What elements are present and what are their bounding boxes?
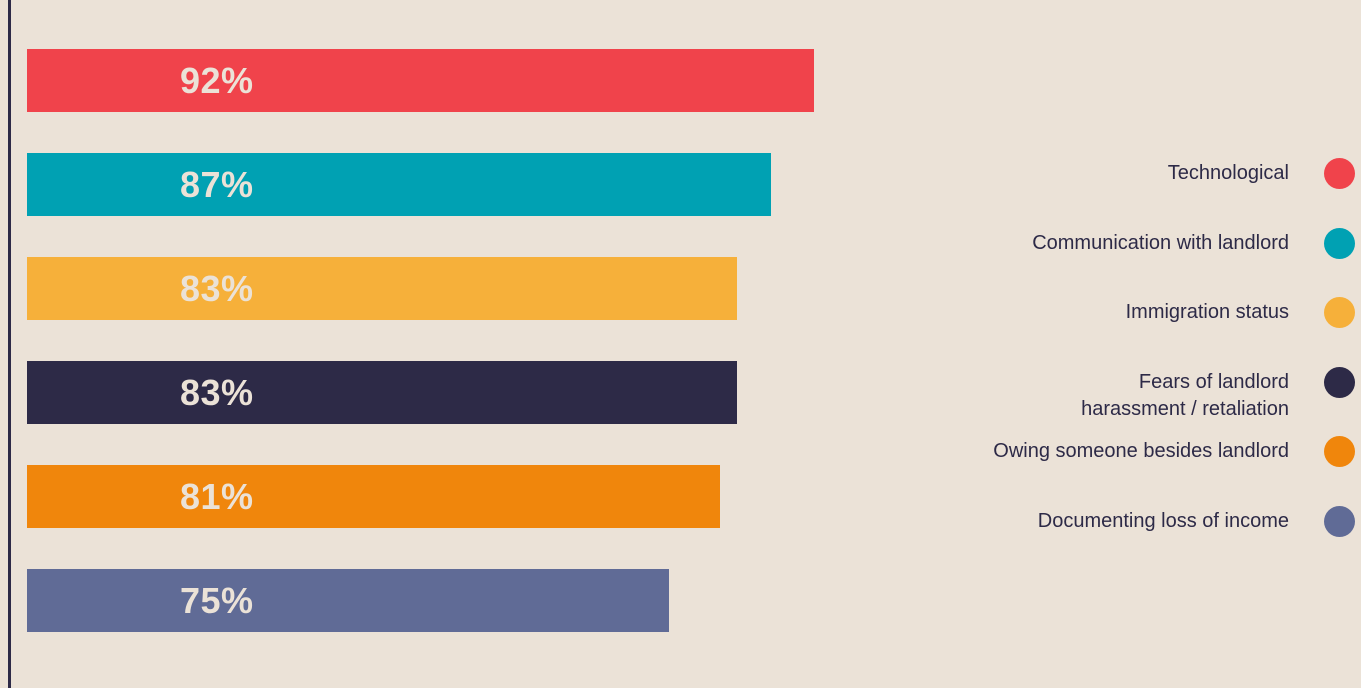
- legend-item: Documenting loss of income: [1037, 506, 1355, 537]
- legend-swatch: [1324, 297, 1355, 328]
- y-axis-line: [8, 0, 11, 688]
- bar-value-label: 81%: [180, 475, 254, 517]
- legend-label: Owing someone besides landlord: [993, 440, 1289, 462]
- bar-value-label: 75%: [180, 579, 254, 621]
- legend-item: Fears of landlord harassment / retaliati…: [1081, 367, 1355, 423]
- legend-swatch: [1324, 228, 1355, 259]
- legend-item: Immigration status: [1125, 297, 1355, 328]
- bar: 92%: [27, 49, 814, 112]
- legend-label: Fears of landlord harassment / retaliati…: [1081, 371, 1289, 420]
- bar: 75%: [27, 569, 669, 632]
- legend-swatch: [1324, 436, 1355, 467]
- legend-item: Owing someone besides landlord: [993, 436, 1355, 467]
- legend-label: Immigration status: [1125, 301, 1289, 323]
- legend-label: Technological: [1167, 162, 1289, 184]
- bar: 83%: [27, 257, 737, 320]
- bar: 83%: [27, 361, 737, 424]
- bar: 81%: [27, 465, 720, 528]
- legend-swatch: [1324, 158, 1355, 189]
- bar-value-label: 92%: [180, 59, 254, 101]
- legend-swatch: [1324, 367, 1355, 398]
- bar-value-label: 83%: [180, 267, 254, 309]
- legend-item: Technological: [1167, 158, 1355, 189]
- legend-item: Communication with landlord: [1032, 228, 1355, 259]
- bar-value-label: 83%: [180, 371, 254, 413]
- bar: 87%: [27, 153, 771, 216]
- legend-label: Communication with landlord: [1032, 232, 1289, 254]
- bar-value-label: 87%: [180, 163, 254, 205]
- legend-label: Documenting loss of income: [1037, 510, 1289, 532]
- legend: Technological Communication with landlord…: [881, 0, 1361, 688]
- legend-swatch: [1324, 506, 1355, 537]
